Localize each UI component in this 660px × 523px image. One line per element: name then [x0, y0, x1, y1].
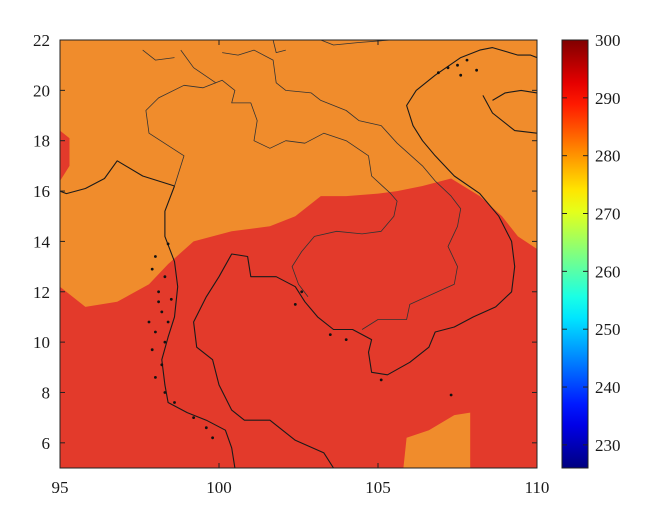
island-11 [173, 401, 176, 404]
island-12 [192, 416, 196, 419]
y-tick-label: 6 [42, 434, 51, 453]
x-tick-label: 95 [52, 478, 69, 497]
colorbar: 230 240 250 260 270 280 290 300 [561, 31, 621, 469]
region-south-warm [60, 178, 537, 468]
islands [147, 58, 478, 440]
colorbar-tick-label: 300 [595, 31, 621, 50]
colorbar-tick-label: 240 [595, 378, 621, 397]
island-16 [154, 255, 157, 258]
island-24 [379, 378, 383, 382]
coastline-2 [193, 47, 537, 468]
island-18 [157, 300, 161, 304]
island-23 [344, 338, 348, 341]
y-tick-label: 8 [42, 383, 51, 402]
island-2 [169, 297, 173, 301]
x-tick-label: 100 [206, 478, 232, 497]
x-tick-label: 105 [365, 478, 391, 497]
island-7 [150, 348, 154, 352]
island-19 [147, 320, 151, 324]
temperature-regions [60, 130, 537, 468]
region-southeast-cool [403, 412, 471, 468]
island-21 [293, 303, 297, 306]
island-10 [163, 391, 167, 394]
island-28 [456, 63, 459, 67]
island-13 [204, 426, 208, 430]
colorbar-tick-label: 260 [595, 262, 621, 281]
y-tick-label: 22 [33, 31, 50, 50]
coastline-4 [492, 89, 537, 101]
island-31 [459, 73, 463, 77]
x-axis: 95 100 105 110 [52, 40, 550, 497]
island-20 [300, 290, 304, 294]
y-tick-label: 12 [33, 283, 50, 302]
island-17 [166, 242, 170, 246]
plot-frame [59, 39, 538, 469]
island-27 [465, 58, 469, 62]
border-0 [180, 49, 398, 298]
border-4 [320, 40, 391, 46]
border-3 [142, 49, 175, 61]
border-1 [145, 82, 216, 187]
island-1 [157, 290, 161, 294]
island-5 [154, 330, 157, 334]
y-tick-label: 20 [33, 81, 50, 100]
y-tick-label: 14 [33, 232, 51, 251]
island-8 [160, 363, 164, 367]
country-borders [142, 40, 462, 330]
island-15 [150, 267, 154, 271]
colorbar-ticks: 230 240 250 260 270 280 290 300 [562, 31, 621, 455]
island-26 [475, 68, 478, 72]
island-0 [163, 275, 167, 279]
colorbar-tick-label: 290 [595, 89, 621, 108]
colorbar-tick-label: 250 [595, 320, 621, 339]
coastline-3 [482, 95, 537, 134]
border-2 [222, 49, 462, 330]
border-5 [272, 40, 286, 53]
island-14 [211, 436, 215, 440]
colorbar-tick-label: 270 [595, 205, 621, 224]
colorbar-gradient-bar [561, 39, 589, 469]
coastline-0 [60, 160, 175, 195]
colorbar-tick-label: 230 [595, 436, 621, 455]
region-west-edge-warm [60, 130, 70, 181]
island-30 [437, 71, 440, 75]
y-tick-label: 18 [33, 132, 50, 151]
y-tick-label: 16 [33, 182, 50, 201]
island-9 [154, 376, 157, 379]
island-22 [328, 333, 332, 336]
island-25 [449, 393, 453, 397]
y-tick-label: 10 [33, 333, 50, 352]
x-tick-label: 110 [525, 478, 550, 497]
y-axis: 6 8 10 12 14 16 18 20 22 [33, 31, 537, 453]
map-plot-area [59, 39, 538, 469]
colorbar-tick-label: 280 [595, 147, 621, 166]
island-6 [163, 340, 167, 344]
island-3 [160, 310, 164, 314]
island-29 [446, 66, 450, 70]
island-4 [166, 320, 170, 324]
